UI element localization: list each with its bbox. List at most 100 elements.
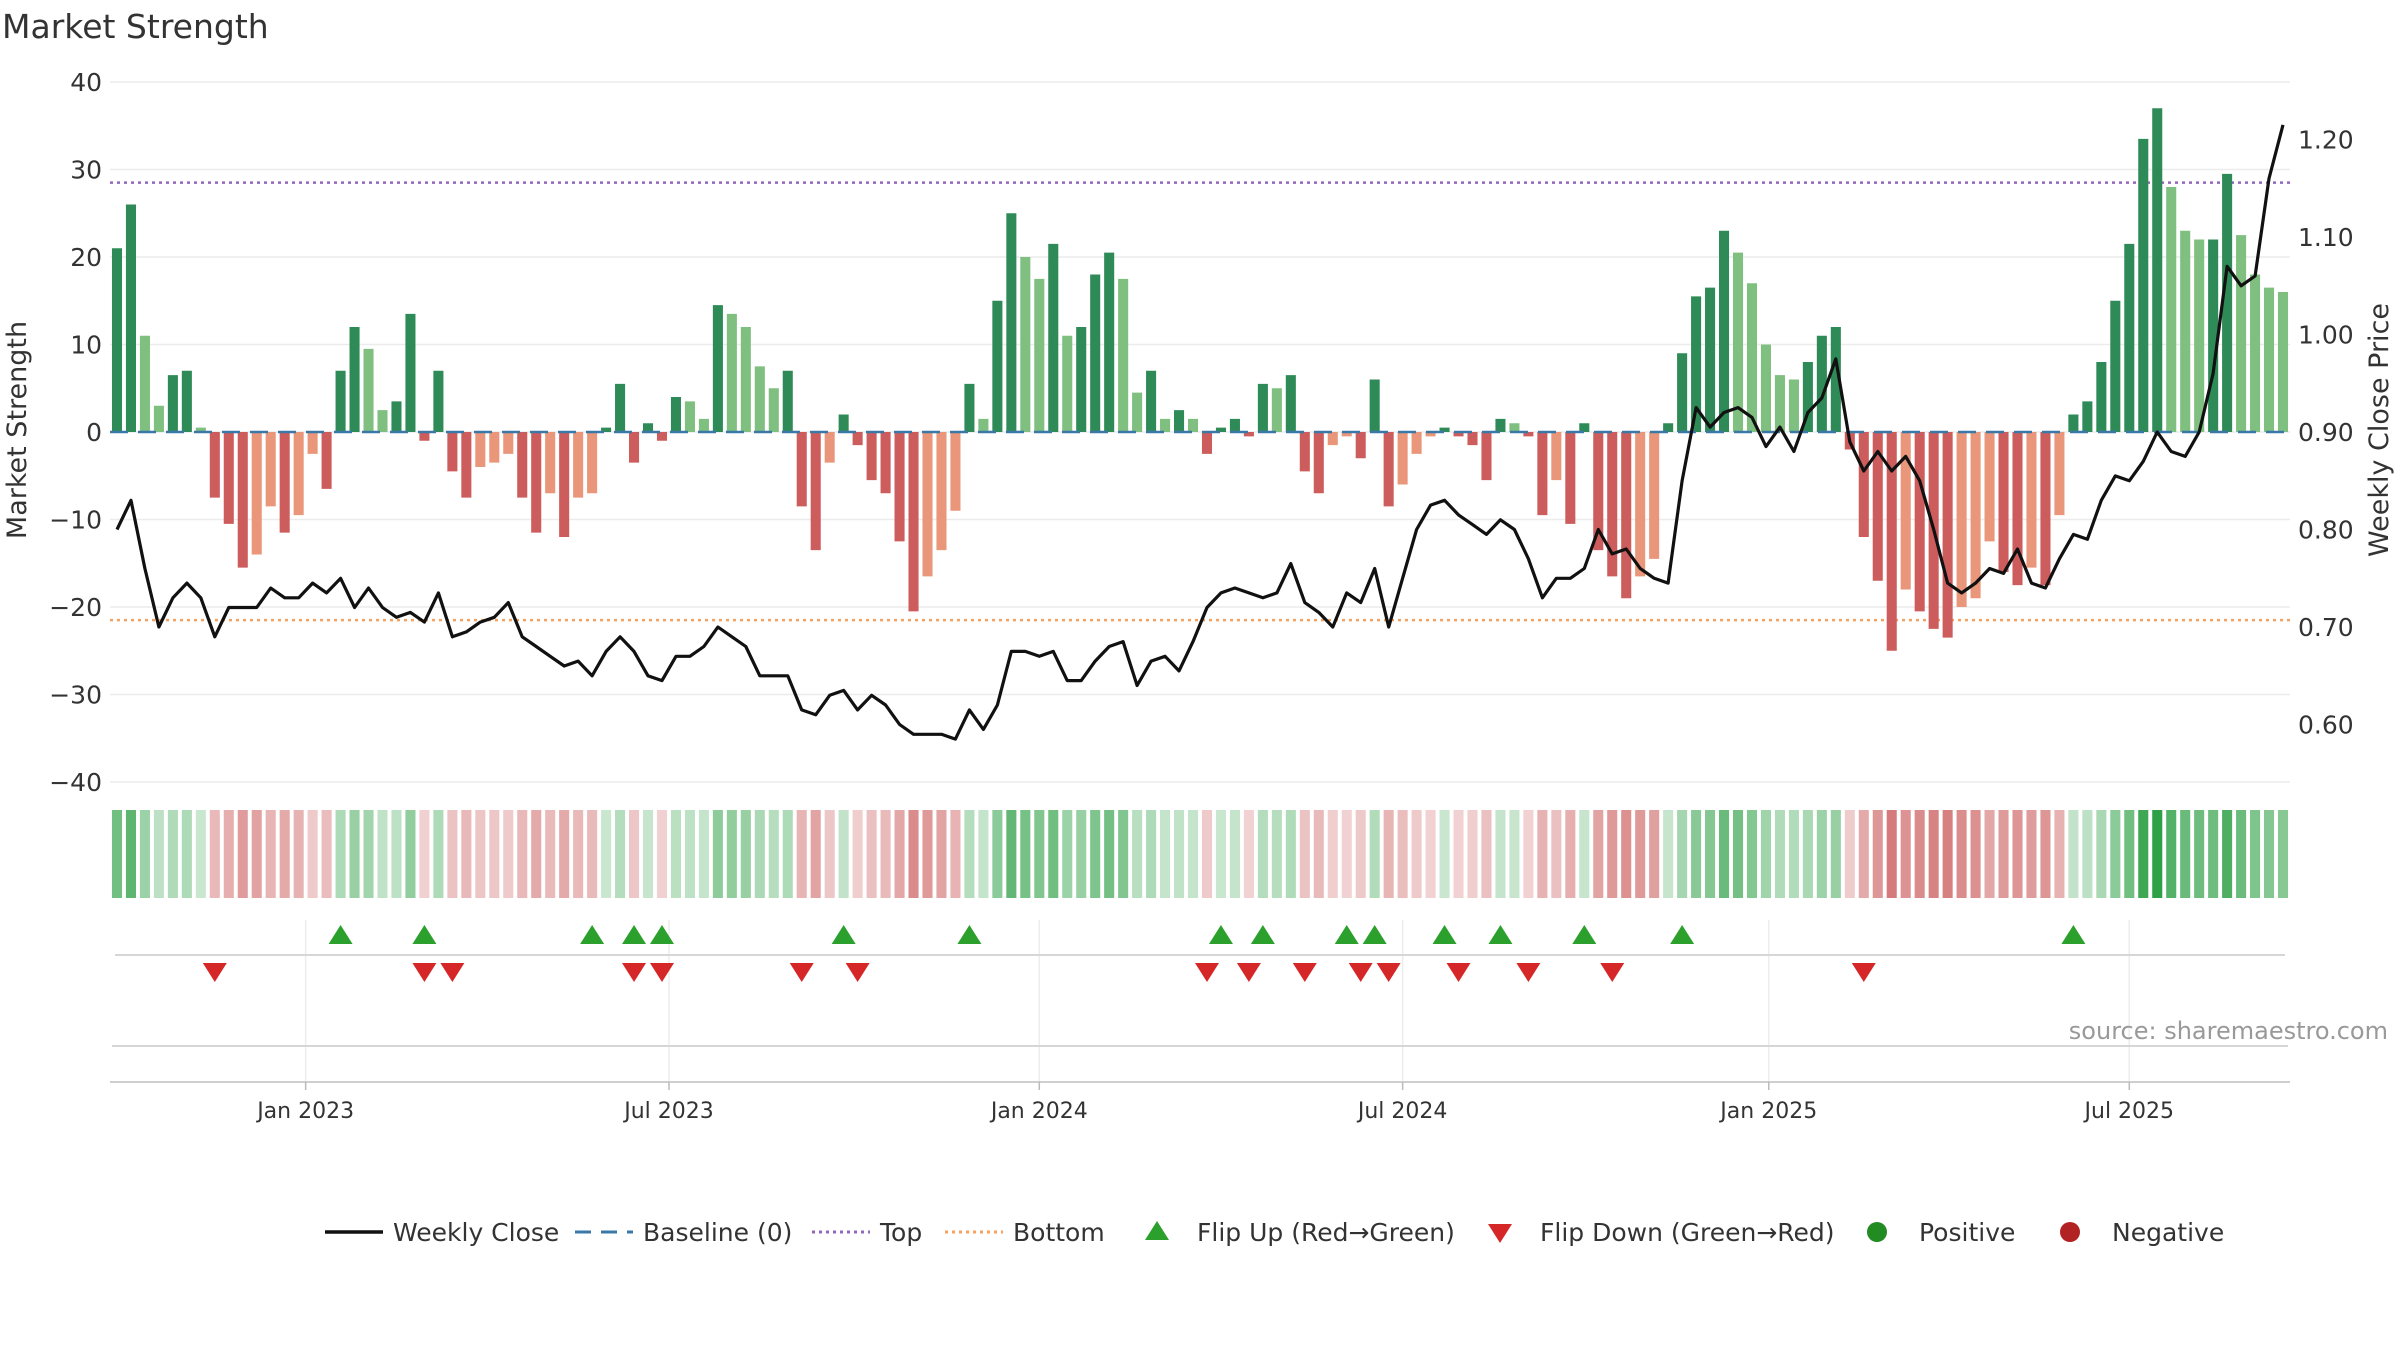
heat-cell bbox=[1439, 810, 1450, 898]
y-tick-label: −30 bbox=[49, 681, 102, 710]
flip-up-marker bbox=[831, 925, 856, 944]
heat-cell bbox=[1956, 810, 1967, 898]
flip-down-marker bbox=[1516, 963, 1541, 982]
strength-bar bbox=[684, 401, 695, 432]
heat-cell bbox=[1313, 810, 1324, 898]
flip-down-marker bbox=[789, 963, 814, 982]
heat-cell bbox=[139, 810, 150, 898]
heat-cell bbox=[545, 810, 556, 898]
flip-down-marker bbox=[1446, 963, 1471, 982]
strength-bar bbox=[1411, 432, 1422, 454]
strength-bar bbox=[768, 388, 779, 432]
strength-bar bbox=[1607, 432, 1618, 577]
strength-bar bbox=[405, 313, 416, 432]
strength-bar bbox=[251, 432, 262, 555]
strength-bar bbox=[1774, 375, 1785, 432]
y2-tick-label: 0.90 bbox=[2298, 418, 2354, 447]
strength-bar bbox=[908, 432, 919, 612]
flip-markers-panel bbox=[115, 925, 2285, 982]
strength-bar bbox=[1593, 432, 1604, 551]
strength-bar bbox=[377, 410, 388, 432]
y-tick-label: 10 bbox=[70, 331, 102, 360]
heat-cell bbox=[363, 810, 374, 898]
heat-cell bbox=[125, 810, 136, 898]
strength-bar bbox=[1341, 432, 1352, 437]
heat-cell bbox=[2040, 810, 2051, 898]
strength-bar bbox=[531, 432, 542, 533]
heat-cell bbox=[307, 810, 318, 898]
strength-bar bbox=[209, 432, 220, 498]
x-tick-label: Jan 2025 bbox=[1718, 1099, 1817, 1124]
strength-bar bbox=[1271, 388, 1282, 432]
strength-bar bbox=[1201, 432, 1213, 454]
heat-cell bbox=[1062, 810, 1073, 898]
y2-tick-label: 1.20 bbox=[2298, 126, 2354, 155]
strength-bar bbox=[1551, 432, 1562, 481]
strength-bar bbox=[1579, 423, 1590, 432]
strength-bar bbox=[321, 432, 332, 489]
heat-cell bbox=[894, 810, 905, 898]
x-tick-label: Jul 2025 bbox=[2083, 1099, 2175, 1124]
heat-cell bbox=[2096, 810, 2107, 898]
heat-cell bbox=[1914, 810, 1925, 898]
heat-cell bbox=[1146, 810, 1157, 898]
y2-tick-label: 0.70 bbox=[2298, 613, 2354, 642]
heat-cell bbox=[768, 810, 779, 898]
y-tick-label: −10 bbox=[49, 506, 102, 535]
heat-cell bbox=[1537, 810, 1548, 898]
strength-bar bbox=[1313, 432, 1324, 494]
strength-bar bbox=[782, 370, 793, 432]
heat-cell bbox=[1970, 810, 1981, 898]
heat-cell bbox=[2012, 810, 2023, 898]
heat-cell bbox=[517, 810, 528, 898]
y-axis-right: 1.20 1.10 1.00 0.90 0.80 0.70 0.60 bbox=[2298, 126, 2354, 740]
legend-flip-up-icon bbox=[1145, 1221, 1169, 1240]
legend-label: Positive bbox=[1919, 1218, 2015, 1247]
heat-cell bbox=[1858, 810, 1869, 898]
strength-bar bbox=[363, 348, 374, 432]
y-tick-label: −40 bbox=[49, 768, 102, 797]
strength-bar bbox=[880, 432, 891, 494]
strength-bar bbox=[237, 432, 248, 568]
strength-bar bbox=[1523, 432, 1534, 437]
heat-cell bbox=[1942, 810, 1953, 898]
heat-cell bbox=[2222, 810, 2233, 898]
legend-circle-icon bbox=[2060, 1222, 2080, 1242]
heat-cell bbox=[908, 810, 919, 898]
y-tick-label: −20 bbox=[49, 593, 102, 622]
heat-cell bbox=[1928, 810, 1939, 898]
strength-bar bbox=[475, 432, 486, 467]
heat-cell bbox=[2277, 810, 2289, 898]
heat-cell bbox=[2124, 810, 2135, 898]
strength-bar bbox=[615, 383, 626, 432]
heat-cell bbox=[1663, 810, 1674, 898]
strength-bar bbox=[1872, 432, 1883, 581]
flip-up-marker bbox=[1572, 925, 1597, 944]
strength-bar bbox=[2152, 108, 2163, 432]
heat-cell bbox=[852, 810, 863, 898]
heat-cell bbox=[1788, 810, 1799, 898]
heat-cell bbox=[503, 810, 514, 898]
heat-cell bbox=[1174, 810, 1185, 898]
heat-cell bbox=[1453, 810, 1464, 898]
strength-bar bbox=[726, 313, 737, 432]
strength-bar bbox=[852, 432, 863, 446]
flip-down-marker bbox=[1194, 963, 1219, 982]
heat-cell bbox=[1006, 810, 1017, 898]
heat-cell bbox=[1719, 810, 1730, 898]
y-axis-left: 40 30 20 10 0 −10 −20 −30 −40 bbox=[49, 68, 102, 797]
strength-heat-strip bbox=[111, 810, 2289, 898]
strength-bar bbox=[1691, 296, 1702, 432]
flip-down-marker bbox=[412, 963, 437, 982]
strength-bar bbox=[2208, 239, 2219, 432]
strength-bar bbox=[2166, 187, 2177, 432]
strength-bar bbox=[223, 432, 234, 524]
flip-down-marker bbox=[845, 963, 870, 982]
strength-bar bbox=[1816, 335, 1827, 432]
strength-bar bbox=[992, 300, 1003, 432]
strength-bar bbox=[629, 432, 640, 463]
heat-cell bbox=[195, 810, 206, 898]
strength-bar bbox=[838, 414, 849, 432]
heat-cell bbox=[1998, 810, 2009, 898]
strength-bar bbox=[1132, 392, 1143, 432]
